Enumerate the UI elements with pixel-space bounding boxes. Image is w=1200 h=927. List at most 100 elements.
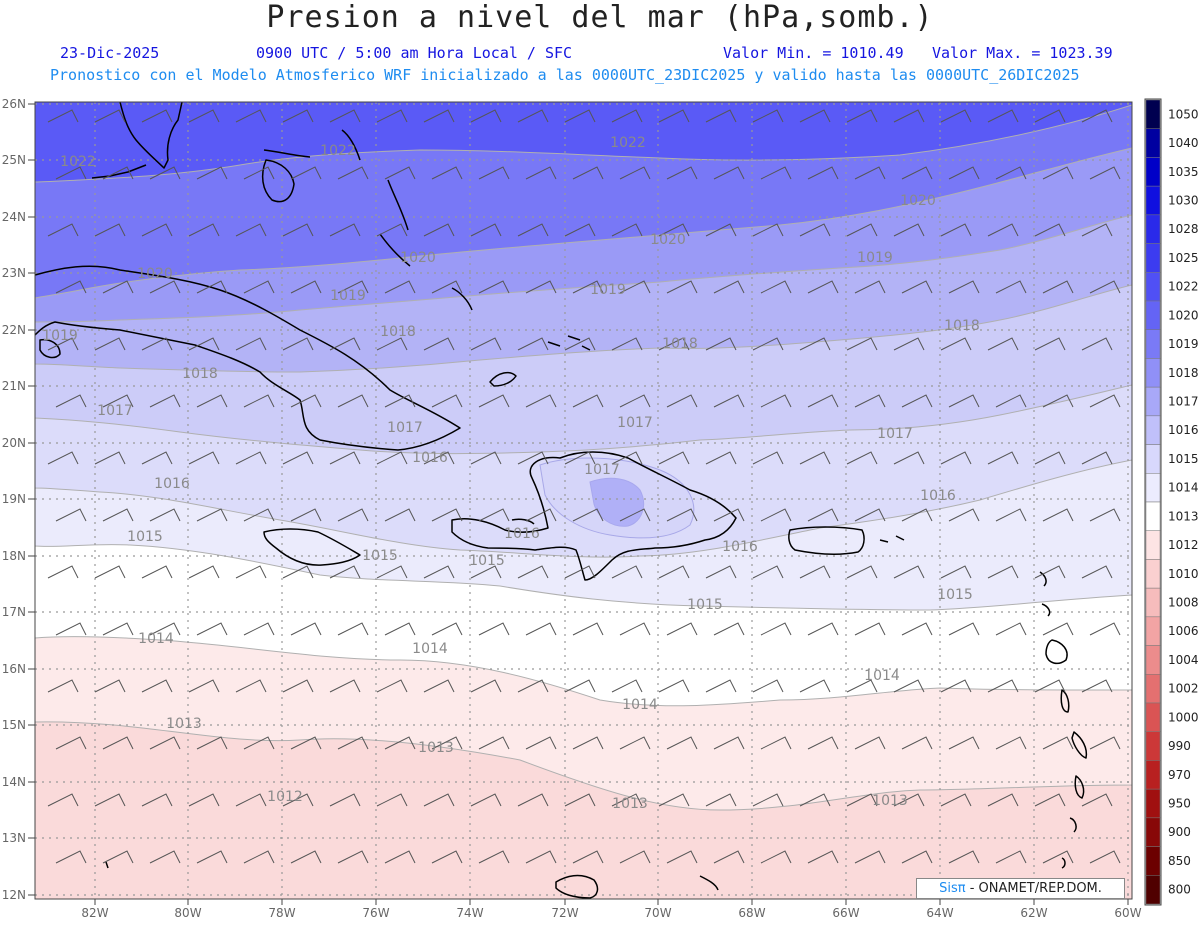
wind-barb [431, 850, 463, 864]
wind-barb [376, 679, 408, 693]
wind-barb [102, 280, 134, 294]
isobar-label: 1022 [320, 143, 356, 159]
isobar-label: 1013 [166, 716, 202, 732]
coast-hispaniola [451, 451, 737, 581]
wind-barb [337, 280, 369, 294]
wind-barb [337, 850, 369, 864]
wind-barb [1089, 280, 1121, 294]
wind-barb [282, 223, 314, 237]
min-value-label: Valor Min. = 1010.49 [723, 44, 904, 62]
coast-guadeloupe [1045, 639, 1068, 665]
lon-tick-label: 72W [551, 906, 578, 920]
map-title: Presion a nivel del mar (hPa,somb.) [266, 0, 934, 35]
wind-barb [470, 451, 502, 465]
wind-barb [658, 337, 690, 351]
wind-barb [846, 679, 878, 693]
isobar-label: 1022 [60, 154, 96, 170]
wind-barb [893, 793, 925, 807]
isobar-label: 1019 [590, 282, 626, 298]
wind-barb [290, 736, 322, 750]
wind-barb [525, 508, 557, 522]
wind-barb [384, 280, 416, 294]
wind-barb [470, 565, 502, 579]
coastlines [34, 101, 1088, 899]
wind-barb [55, 394, 87, 408]
wind-barb [705, 337, 737, 351]
wind-barb [752, 223, 784, 237]
wind-barb [282, 793, 314, 807]
isobar-label: 1022 [610, 135, 646, 151]
wind-barb [564, 793, 596, 807]
wind-barb [619, 622, 651, 636]
wind-barb [995, 394, 1027, 408]
lon-tick-label: 80W [174, 906, 201, 920]
wind-barb [658, 451, 690, 465]
colorbar-swatch [1145, 473, 1161, 503]
wind-barb [290, 394, 322, 408]
wind-barb [196, 280, 228, 294]
wind-barb [995, 166, 1027, 180]
colorbar-swatch [1145, 530, 1161, 560]
wind-barb [423, 451, 455, 465]
wind-barb [376, 793, 408, 807]
wind-barb [431, 394, 463, 408]
colorbar-label: 1040 [1168, 136, 1199, 150]
wind-barb [1081, 337, 1113, 351]
wind-barb [666, 280, 698, 294]
wind-barb [854, 280, 886, 294]
isobar-label: 1017 [584, 462, 620, 478]
wind-barb [431, 622, 463, 636]
wind-barb [854, 850, 886, 864]
colorbar-label: 1030 [1168, 194, 1199, 208]
wind-barb [940, 109, 972, 123]
wind-barb [329, 793, 361, 807]
wind-barb [337, 622, 369, 636]
wind-barb [329, 109, 361, 123]
wind-barb [846, 793, 878, 807]
wind-barb [423, 223, 455, 237]
isobar-label: 1018 [182, 366, 218, 382]
lon-tick-label: 62W [1020, 906, 1047, 920]
coast-grenada [1061, 857, 1066, 869]
wind-barb [1081, 679, 1113, 693]
wind-barb [995, 850, 1027, 864]
isobar-label: 1019 [857, 250, 893, 266]
colorbar-label: 1019 [1168, 337, 1199, 351]
colorbar-label: 1022 [1168, 280, 1199, 294]
coast-st-vincent [1069, 817, 1077, 833]
model-info-line: Pronostico con el Modelo Atmosferico WRF… [50, 66, 1080, 84]
wind-barb [846, 451, 878, 465]
wind-barb [1034, 223, 1066, 237]
wind-barb [384, 622, 416, 636]
wind-barb [572, 166, 604, 180]
coast-lesser-antilles-1 [1039, 571, 1047, 587]
wind-barb [102, 166, 134, 180]
wind-barb [713, 394, 745, 408]
colorbar-label: 1012 [1168, 538, 1199, 552]
coast-isla-juventud [39, 338, 61, 359]
colorbar-label: 1008 [1168, 596, 1199, 610]
wind-barb [282, 451, 314, 465]
colorbar-swatch [1145, 875, 1161, 905]
wind-barb [760, 850, 792, 864]
wind-barb [243, 394, 275, 408]
colorbar-label: 1010 [1168, 567, 1199, 581]
wind-barb [666, 508, 698, 522]
wind-barb [846, 337, 878, 351]
wind-barb [525, 622, 557, 636]
wind-barb [713, 508, 745, 522]
wind-barb [846, 109, 878, 123]
isobar-label: 1015 [362, 548, 398, 564]
wind-barb [611, 565, 643, 579]
wind-barb [384, 736, 416, 750]
isobar-label: 1016 [722, 539, 758, 555]
wind-barb [55, 280, 87, 294]
wind-barb [893, 565, 925, 579]
lat-tick-label: 23N [2, 266, 26, 280]
wind-barb [564, 451, 596, 465]
isobar-label: 1012 [267, 789, 303, 805]
wind-barb [470, 793, 502, 807]
wind-barb [423, 679, 455, 693]
wind-barb [196, 622, 228, 636]
wind-barb [149, 394, 181, 408]
